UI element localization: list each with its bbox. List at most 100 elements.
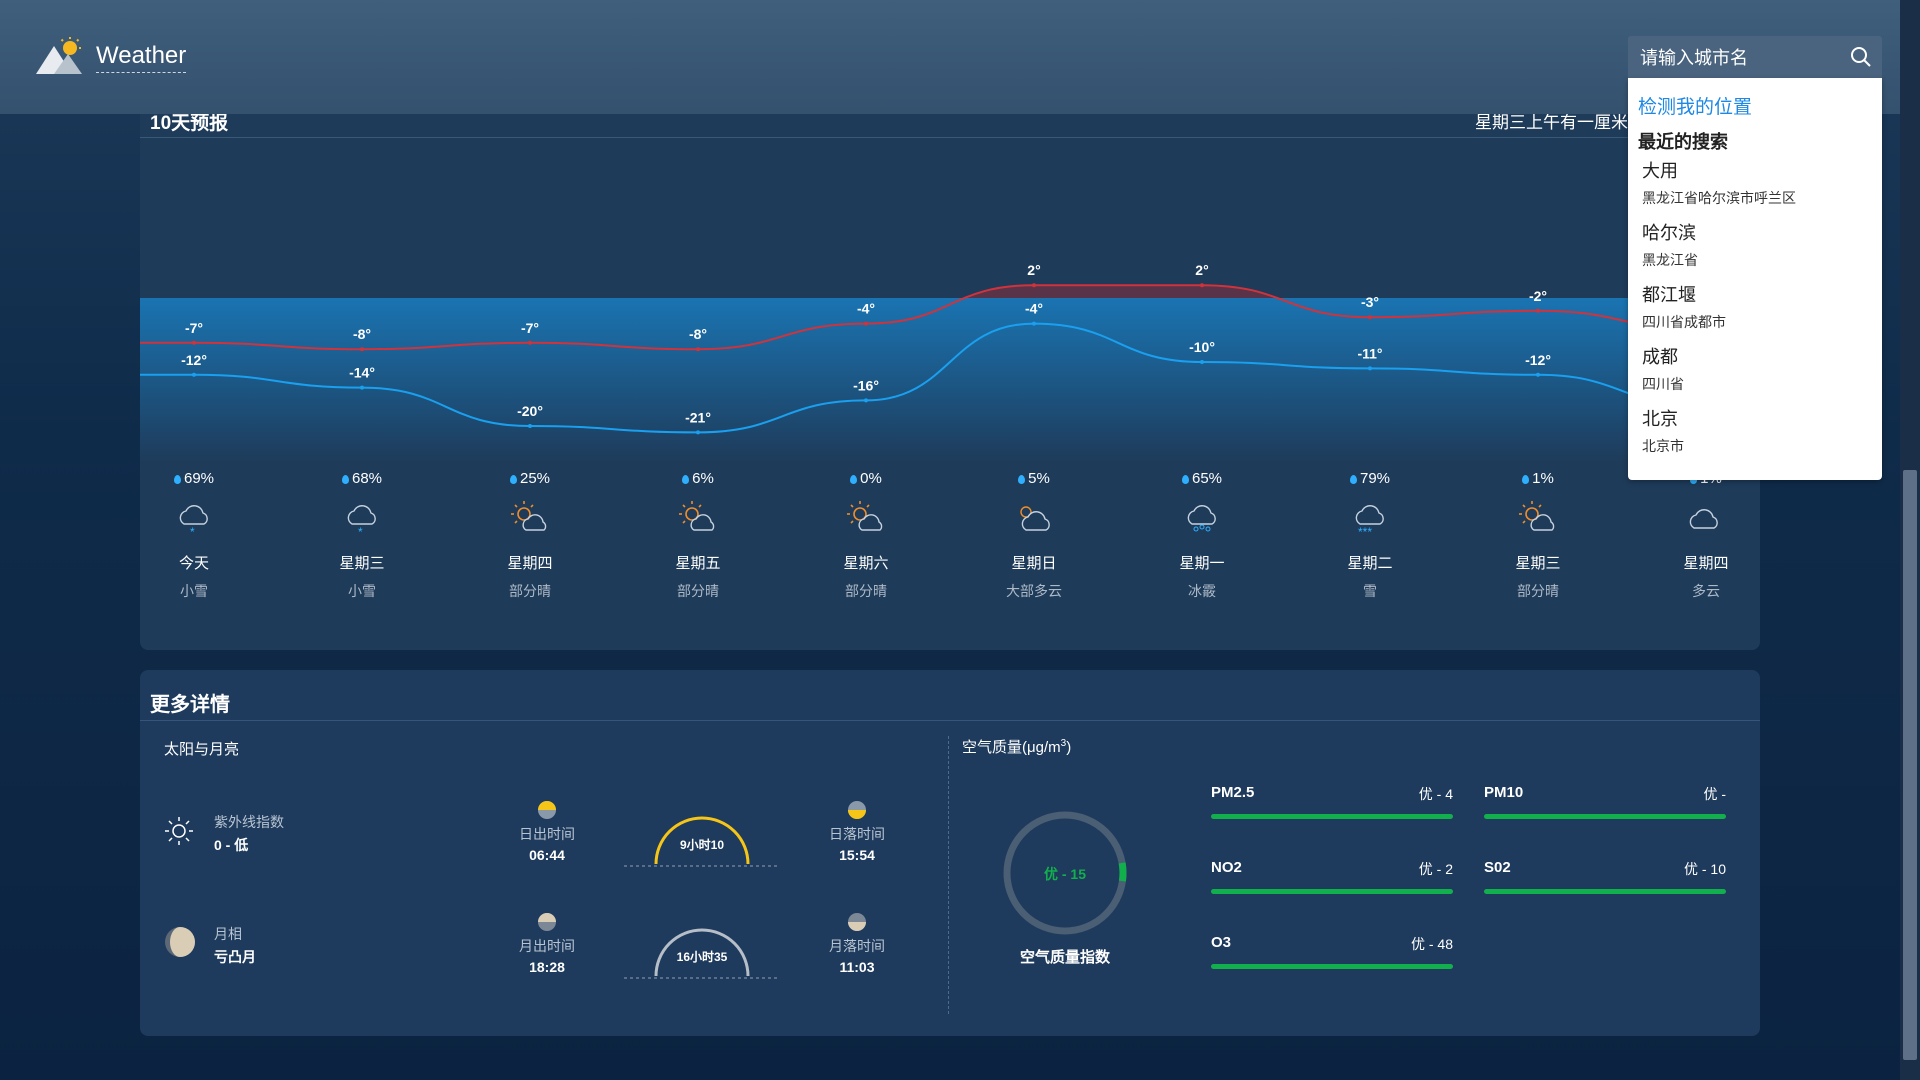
below-zero-band [140,298,1760,462]
raindrop-icon [1181,474,1189,484]
search-input[interactable] [1638,36,1842,80]
temp-point [864,321,868,326]
air-quality-arc [1003,811,1127,935]
aq-bar [1211,964,1453,969]
recent-name: 哈尔滨 [1642,223,1696,243]
precip-chance: 0% [806,470,926,490]
raindrop-icon [173,474,181,484]
search-icon[interactable] [1850,46,1872,68]
temp-point [696,347,700,352]
forecast-day[interactable]: 68% * 星期三 小雪 [302,470,422,601]
scrollbar-thumb[interactable] [1903,470,1917,1060]
precip-chance: 79% [1310,470,1430,490]
moon-phase-icon [165,927,195,957]
forecast-day[interactable]: 69% * 今天 小雪 [140,470,254,601]
aq-value: 优 - 2 [1418,861,1453,877]
recent-item[interactable]: 哈尔滨 黑龙江省 [1642,222,1872,270]
temp-label: 2° [1027,262,1040,278]
raindrop-icon [509,474,517,484]
forecast-day[interactable]: 65% 星期一 冰霰 [1142,470,1262,601]
precip-value: 6% [692,470,714,487]
forecast-day[interactable]: 79% *** 星期二雪 [1310,470,1430,601]
page-scrollbar[interactable] [1900,0,1920,1080]
raindrop-icon [850,474,858,484]
sunrise-icon [538,801,556,819]
day-name: 星期三 [1515,555,1561,572]
temp-point [360,347,364,352]
forecast-day[interactable]: 1% 星期三部分晴 [1478,470,1598,601]
sun-icon [165,817,193,845]
day-condition: 部分晴 [1517,583,1559,599]
moonrise: 月出时间 18:28 [502,936,592,975]
aq-value: 优 - 10 [1683,861,1726,877]
cloud-heavy-snow-icon: *** [1355,505,1384,538]
precip-chance: 1% [1478,470,1598,490]
temp-point [192,340,196,345]
day-condition: 雪 [1363,583,1377,599]
forecast-day[interactable]: 0% 星期六 部分晴 [806,470,926,601]
aq-name: PM10 [1484,784,1524,801]
raindrop-icon [1018,474,1026,484]
recent-name: 成都 [1642,347,1678,367]
search-box [1628,36,1882,80]
day-name: 今天 [178,555,209,572]
day-name: 星期三 [339,555,385,572]
forecast-day[interactable]: 5% 星期日 大部多云 [974,470,1094,601]
recent-item[interactable]: 都江堰 四川省成都市 [1642,284,1872,332]
aq-name: O3 [1211,934,1232,951]
cloud-icon [1689,509,1718,529]
partly-sunny-icon [847,501,883,531]
uv-label: 紫外线指数 [214,814,284,830]
temp-label: -21° [685,409,711,425]
air-quality-index-label: 空气质量指数 [1019,949,1110,966]
air-quality-title-text: 空气质量(μg/m [962,739,1061,756]
aq-bar [1211,889,1453,894]
partly-sunny-icon [679,501,715,531]
forecast-day[interactable]: 6% 星期五 部分晴 [638,470,758,601]
cloud-snow-icon: * [347,505,376,538]
air-quality-ring [1003,811,1127,935]
air-quality-title: 空气质量(μg/m3) [962,736,1071,757]
precip-chance: 6% [638,470,758,490]
forecast-summary: 星期三上午有一厘米 [1475,114,1628,132]
temp-label: -8° [353,326,371,342]
sunset: 日落时间 15:54 [812,824,902,863]
recent-region: 北京市 [1642,438,1684,454]
temp-label: -14° [349,365,375,381]
mountain-sun-icon[interactable] [34,36,84,76]
search-dropdown: 检测我的位置 最近的搜索 大用 黑龙江省哈尔滨市呼兰区 哈尔滨 黑龙江省 都江堰… [1628,78,1882,480]
aq-value: 优 - 4 [1418,786,1453,802]
day-name: 星期二 [1347,555,1393,572]
day-condition: 部分晴 [509,583,551,599]
moonrise-label: 月出时间 [519,938,575,954]
sunset-time: 15:54 [839,847,875,863]
temp-point [1200,360,1204,364]
temp-point [1368,366,1372,371]
forecast-day[interactable]: 25% 星期四 部分晴 [470,470,590,601]
recent-item[interactable]: 北京 北京市 [1642,408,1872,456]
raindrop-icon [1522,474,1530,484]
recent-item[interactable]: 大用 黑龙江省哈尔滨市呼兰区 [1642,160,1872,208]
temp-label: -4° [857,301,875,317]
sunrise-label: 日出时间 [519,826,575,842]
moonset: 月落时间 11:03 [812,936,902,975]
temp-point [1200,283,1204,288]
temp-label: -2° [1529,288,1547,304]
aq-bar [1484,889,1726,894]
day-name: 星期一 [1179,555,1225,572]
divider [140,137,1760,138]
recent-region: 黑龙江省 [1642,252,1698,268]
moonset-icon [848,913,866,931]
section-divider [948,736,949,1014]
moon-phase: 月相 亏凸月 [214,924,256,967]
moonrise-time: 18:28 [529,959,565,975]
aq-name: NO2 [1211,859,1242,876]
precip-value: 1% [1532,470,1554,487]
day-length: 9小时10 [679,838,725,852]
temp-point [864,398,868,403]
recent-item[interactable]: 成都 四川省 [1642,346,1872,394]
detect-location-link[interactable]: 检测我的位置 [1638,97,1753,118]
day-condition: 多云 [1692,583,1720,599]
app-title[interactable]: Weather [96,42,187,73]
